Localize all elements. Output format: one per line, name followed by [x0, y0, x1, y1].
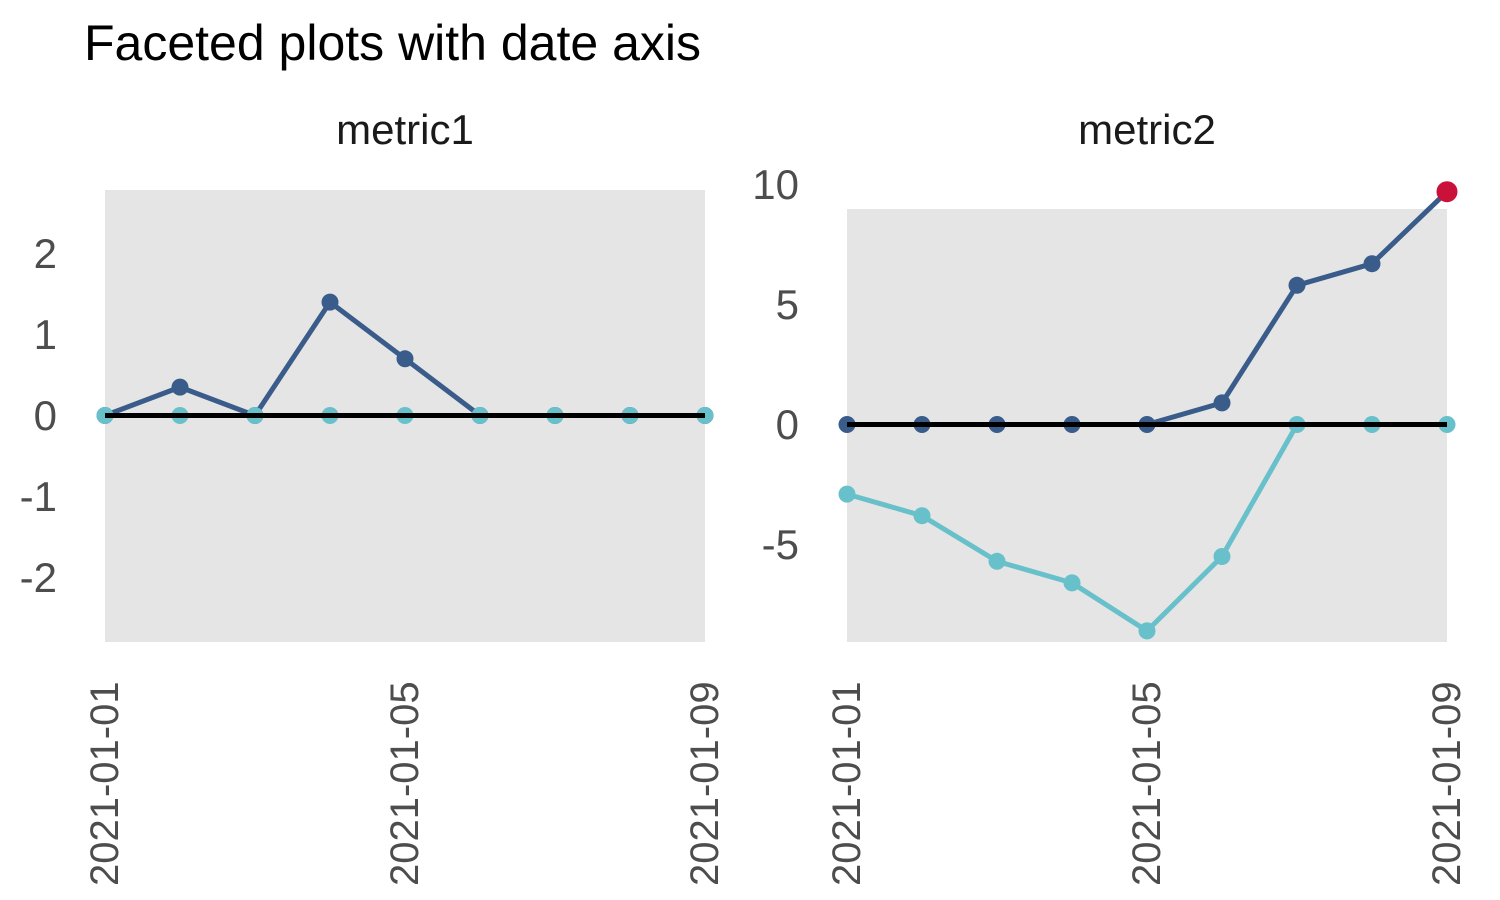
y-tick-label-metric1: -1 — [19, 472, 57, 520]
data-point-navy-metric2 — [1213, 394, 1231, 412]
y-tick-label-metric2: 5 — [775, 280, 799, 328]
data-point-navy-metric2 — [1288, 276, 1306, 294]
x-tick-label-metric1: 2021-01-01 — [83, 681, 127, 886]
x-tick-label-metric2: 2021-01-09 — [1425, 681, 1469, 886]
data-point-teal-metric2 — [1213, 548, 1231, 565]
y-tick-label-metric1: 0 — [33, 391, 57, 439]
data-point-teal-metric2 — [1063, 574, 1081, 592]
data-point-teal-metric2 — [838, 485, 856, 503]
y-tick-label-metric2: 10 — [752, 160, 799, 208]
y-tick-label-metric1: 2 — [33, 229, 57, 277]
data-point-navy-metric1 — [171, 378, 189, 396]
x-tick-label-metric2: 2021-01-01 — [825, 681, 869, 886]
data-point-teal-metric2 — [988, 552, 1006, 570]
x-tick-label-metric1: 2021-01-09 — [683, 681, 727, 886]
data-point-navy-metric1 — [321, 293, 339, 311]
y-tick-label-metric1: 1 — [33, 310, 57, 358]
data-point-teal-metric2 — [1138, 622, 1156, 640]
data-point-navy-metric1 — [396, 350, 414, 368]
data-point-teal-metric2 — [913, 507, 931, 525]
x-tick-label-metric2: 2021-01-05 — [1125, 681, 1169, 886]
y-tick-label-metric1: -2 — [19, 553, 57, 601]
facet-title-metric1: metric1 — [336, 106, 474, 153]
y-tick-label-metric2: -5 — [761, 520, 799, 568]
chart-title: Faceted plots with date axis — [84, 15, 701, 71]
data-point-navy-metric2 — [1363, 255, 1381, 273]
highlight-point-latest-metric2 — [1436, 181, 1458, 203]
y-tick-label-metric2: 0 — [775, 400, 799, 448]
facet-title-metric2: metric2 — [1078, 106, 1216, 153]
x-tick-label-metric1: 2021-01-05 — [383, 681, 427, 886]
